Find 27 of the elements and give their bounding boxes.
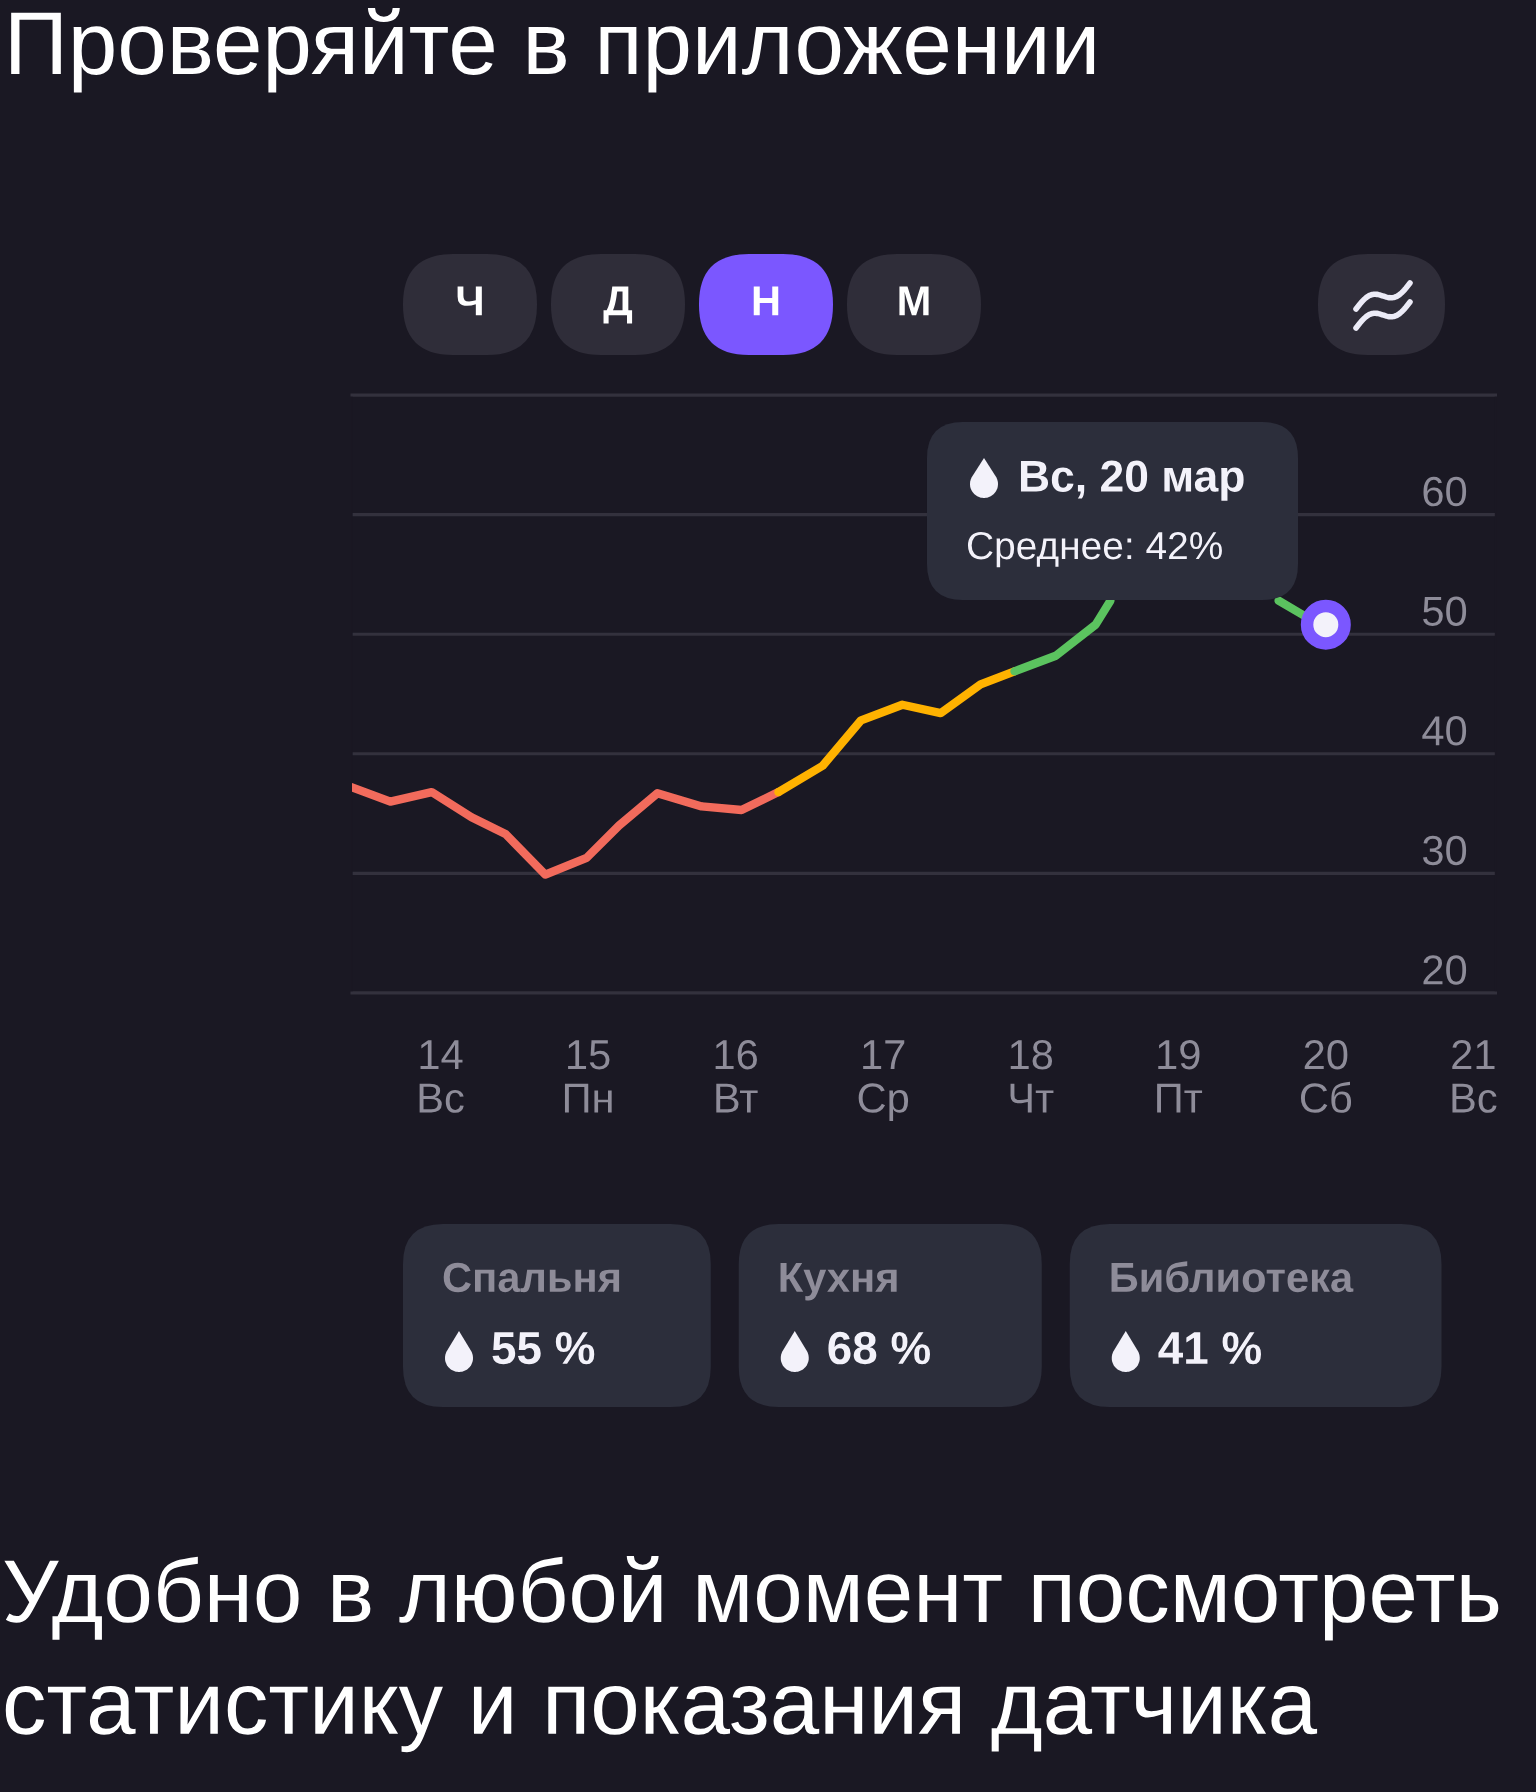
annotation: Среднее: 42% [967,531,1222,568]
y-tick-label: 40 [1422,716,1467,746]
y-tick-label: 20 [1423,955,1467,985]
category-label: Кухня [780,1263,897,1301]
x-tick-label: 14 Вс [419,1040,464,1113]
category-label: Ч [457,286,482,316]
x-tick-label: 20 Сб [1300,1039,1352,1113]
y-tick-label: 30 [1422,835,1467,866]
x-tick-label: 21 Вс [1452,1039,1497,1113]
text: 68 % [828,1331,931,1365]
y-tick-label: 50 [1423,596,1467,626]
category-label: Н [753,286,779,316]
x-tick-label: 16 Вт [715,1039,758,1113]
y-tick-label: 60 [1423,476,1467,507]
text: 55 % [492,1331,595,1365]
x-tick-label: 15 Пн [564,1040,612,1113]
x-tick-label: 18 Чт [1010,1039,1054,1113]
text: Удобно в любой момент посмотреть статистику и показания датчика [4,1556,1499,1753]
category-label: М [899,286,929,316]
category-label: Спальня [443,1262,620,1293]
text: 41 % [1158,1331,1262,1365]
x-tick-label: 19 Пт [1157,1039,1203,1113]
category-label: Д [603,286,633,324]
x-tick-label: 17 Ср [858,1040,909,1122]
text: Проверяйте в приложении [11,8,1095,93]
category-label: Библиотека [1111,1261,1354,1293]
annotation: Вс, 20 мар [1020,460,1244,501]
